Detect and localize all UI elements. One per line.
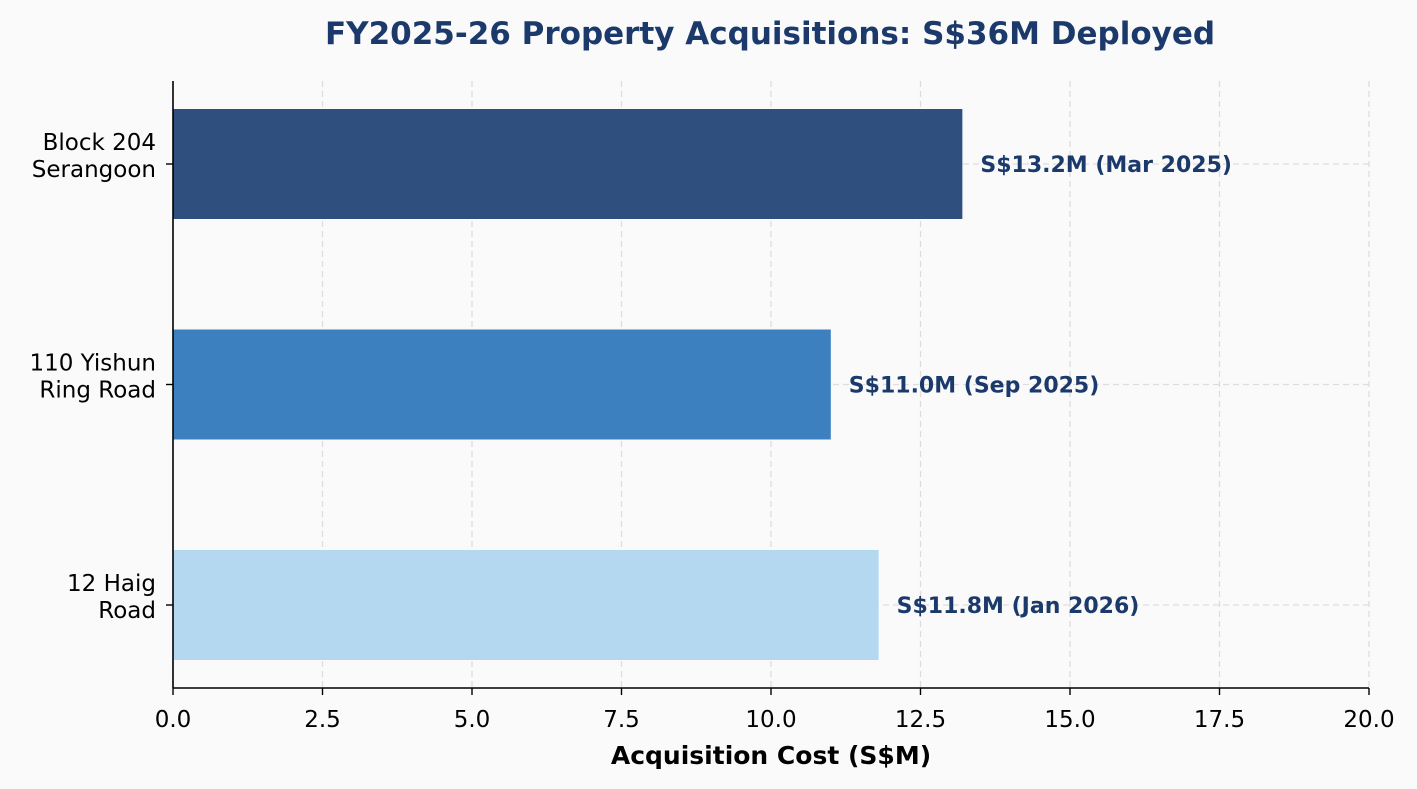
chart-title: FY2025-26 Property Acquisitions: S$36M D…: [325, 16, 1215, 52]
x-tick-label: 2.5: [304, 707, 341, 733]
x-tick-label: 12.5: [895, 707, 946, 733]
bar: [173, 329, 831, 440]
x-axis-title: Acquisition Cost (S$M): [611, 741, 931, 770]
y-tick-label: 12 Haig Road: [67, 571, 156, 624]
data-label: S$11.8M (Jan 2026): [897, 594, 1140, 619]
bar: [173, 550, 879, 660]
bars: [173, 109, 963, 660]
y-tick-label: 110 Yishun Ring Road: [29, 351, 156, 404]
y-tick-label-line: Road: [98, 598, 156, 624]
x-tick-label: 5.0: [454, 707, 491, 733]
y-tick-label-line: 110 Yishun: [29, 351, 156, 377]
data-labels: S$13.2M (Mar 2025) S$11.0M (Sep 2025) S$11…: [849, 153, 1232, 619]
x-tick-label: 10.0: [745, 707, 796, 733]
bar: [173, 109, 963, 219]
y-tick-label: Block 204 Serangoon: [32, 130, 156, 183]
x-tick-label: 17.5: [1194, 707, 1245, 733]
data-label: S$13.2M (Mar 2025): [980, 153, 1232, 178]
x-tick-label: 20.0: [1343, 707, 1394, 733]
y-tick-label-line: Serangoon: [32, 157, 156, 183]
x-axis-ticks: 0.0 2.5 5.0 7.5 10.0 12.5 15.0 17.5 20.0: [155, 688, 1395, 733]
y-tick-label-line: 12 Haig: [67, 571, 156, 597]
x-tick-label: 7.5: [603, 707, 640, 733]
y-tick-label-line: Block 204: [43, 130, 156, 156]
x-tick-label: 0.0: [155, 707, 192, 733]
x-tick-label: 15.0: [1044, 707, 1095, 733]
y-axis-ticks: Block 204 Serangoon 110 Yishun Ring Road 12 …: [29, 130, 173, 624]
data-label: S$11.0M (Sep 2025): [849, 374, 1100, 399]
y-tick-label-line: Ring Road: [39, 378, 156, 404]
